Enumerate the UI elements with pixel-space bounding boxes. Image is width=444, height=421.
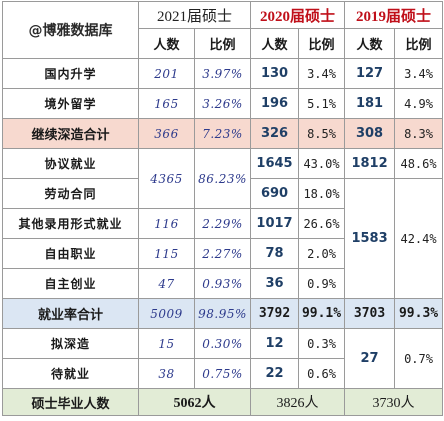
- ratio-2021: 98.95%: [193, 298, 252, 329]
- count-2021: 165: [138, 88, 195, 119]
- table-row-further-study-total: 继续深造合计 366 7.23% 326 8.5% 308 8.3%: [2, 118, 444, 149]
- ratio-2021: 0.93%: [193, 268, 252, 299]
- table-row-waiting: 待就业 38 0.75% 22 0.6%: [2, 358, 443, 389]
- row-label: 自主创业: [2, 268, 139, 299]
- count-2020: 1645: [250, 148, 300, 179]
- graduates-2021: 5062人: [137, 388, 252, 416]
- ratio-2020: 3.4%: [298, 58, 346, 89]
- header-row-columns: 人数 比例 人数 比例 人数 比例: [3, 28, 444, 59]
- ratio-2021: 7.23%: [193, 118, 252, 149]
- ratio-2021: 0.30%: [193, 328, 252, 359]
- ratio-2020: 8.5%: [298, 118, 346, 149]
- count-2020: 22: [250, 358, 300, 389]
- ratio-2020: 5.1%: [298, 88, 346, 119]
- count-2021: 15: [138, 328, 195, 359]
- count-2019: 127: [344, 58, 396, 89]
- table-row-freelance: 自由职业 115 2.27% 78 2.0%: [2, 238, 443, 269]
- ratio-2019: 99.3%: [394, 298, 444, 329]
- count-2020: 690: [250, 178, 300, 209]
- table-row-preparing: 拟深造 15 0.30% 12 0.3% 27 0.7%: [2, 328, 444, 389]
- year-2020-header: 2020届硕士: [250, 1, 346, 29]
- header-row-years: @博雅数据库 2021届硕士 2020届硕士 2019届硕士: [2, 1, 444, 59]
- count-2019: 308: [344, 118, 396, 149]
- count-2021: 366: [138, 118, 195, 149]
- merged-count-2019: 1583: [344, 178, 396, 299]
- table-row-employment-total: 就业率合计 5009 98.95% 3792 99.1% 3703 99.3%: [2, 298, 444, 329]
- col-people-2019: 人数: [344, 28, 396, 59]
- ratio-2020: 2.0%: [298, 238, 346, 269]
- graduates-2020: 3826人: [250, 388, 346, 416]
- merged-ratio-2019-prep-wait: 0.7%: [394, 328, 444, 389]
- count-2020: 78: [250, 238, 300, 269]
- year-2021-header: 2021届硕士: [137, 1, 252, 29]
- merged-count-2021: 4365: [138, 148, 195, 209]
- table-row-abroad: 境外留学 165 3.26% 196 5.1% 181 4.9%: [2, 88, 444, 119]
- row-label: 拟深造: [2, 328, 139, 359]
- count-2020: 196: [250, 88, 300, 119]
- ratio-2019: 8.3%: [394, 118, 444, 149]
- count-2021: 115: [138, 238, 195, 269]
- table-row-self-employed: 自主创业 47 0.93% 36 0.9%: [2, 268, 443, 299]
- ratio-2020: 0.3%: [298, 328, 346, 359]
- ratio-2021: 0.75%: [193, 358, 252, 389]
- count-2019: 3703: [344, 298, 396, 329]
- ratio-2021: 3.97%: [193, 58, 252, 89]
- row-label: 继续深造合计: [2, 118, 139, 149]
- count-2021: 201: [138, 58, 195, 89]
- graduates-2019: 3730人: [344, 388, 444, 416]
- col-ratio-2019: 比例: [394, 28, 444, 59]
- count-2020: 12: [250, 328, 300, 359]
- col-ratio-2021: 比例: [193, 28, 252, 59]
- count-2021: 47: [138, 268, 195, 299]
- ratio-2020: 0.6%: [298, 358, 346, 389]
- count-2020: 3792: [250, 298, 300, 329]
- count-2021: 5009: [138, 298, 195, 329]
- ratio-2020: 99.1%: [298, 298, 346, 329]
- table-row-agreement: 协议就业 4365 86.23% 1645 43.0% 1812 48.6%: [2, 148, 444, 209]
- count-2020: 36: [250, 268, 300, 299]
- row-label: 硕士毕业人数: [2, 388, 139, 416]
- count-2019: 1812: [344, 148, 396, 179]
- row-label: 其他录用形式就业: [2, 208, 139, 239]
- col-people-2020: 人数: [250, 28, 300, 59]
- ratio-2020: 43.0%: [298, 148, 346, 179]
- ratio-2021: 2.27%: [193, 238, 252, 269]
- count-2020: 326: [250, 118, 300, 149]
- brand-label: @博雅数据库: [2, 1, 139, 59]
- merged-ratio-2019: 42.4%: [394, 178, 444, 299]
- row-label: 待就业: [2, 358, 139, 389]
- ratio-2021: 3.26%: [193, 88, 252, 119]
- row-label: 就业率合计: [2, 298, 139, 329]
- merged-ratio-2021: 86.23%: [193, 148, 252, 209]
- ratio-2020: 18.0%: [298, 178, 346, 209]
- table-row-labor-contract: 劳动合同 690 18.0% 1583 42.4%: [2, 178, 444, 299]
- ratio-2019: 48.6%: [394, 148, 444, 179]
- row-label: 劳动合同: [2, 178, 139, 209]
- count-2020: 1017: [250, 208, 300, 239]
- year-2019-header: 2019届硕士: [344, 1, 444, 29]
- ratio-2019: 3.4%: [394, 58, 444, 89]
- col-people-2021: 人数: [138, 28, 195, 59]
- col-ratio-2020: 比例: [298, 28, 346, 59]
- table-row-graduates: 硕士毕业人数 5062人 3826人 3730人: [2, 388, 444, 416]
- row-label: 自由职业: [2, 238, 139, 269]
- ratio-2020: 0.9%: [298, 268, 346, 299]
- row-label: 境外留学: [2, 88, 139, 119]
- row-label: 协议就业: [2, 148, 139, 179]
- row-label: 国内升学: [2, 58, 139, 89]
- table-row-domestic: 国内升学 201 3.97% 130 3.4% 127 3.4%: [2, 58, 444, 89]
- table-row-other-forms: 其他录用形式就业 116 2.29% 1017 26.6%: [2, 208, 443, 239]
- ratio-2020: 26.6%: [298, 208, 346, 239]
- ratio-2021: 2.29%: [193, 208, 252, 239]
- count-2020: 130: [250, 58, 300, 89]
- count-2021: 38: [138, 358, 195, 389]
- count-2019: 181: [344, 88, 396, 119]
- ratio-2019: 4.9%: [394, 88, 444, 119]
- count-2021: 116: [138, 208, 195, 239]
- merged-count-2019-prep-wait: 27: [344, 328, 396, 389]
